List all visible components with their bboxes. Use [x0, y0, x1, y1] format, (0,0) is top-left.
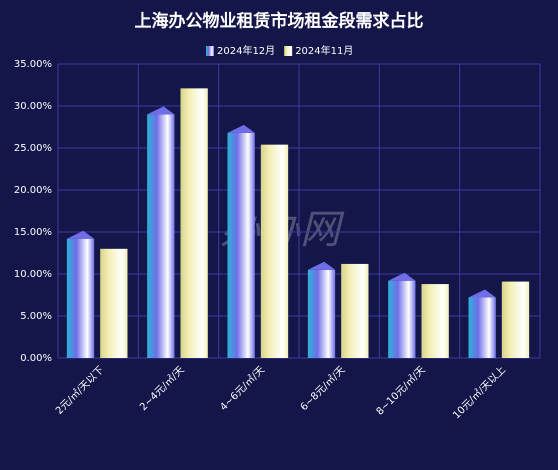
legend-swatch [206, 46, 214, 56]
bar-cap [388, 272, 416, 281]
bar-group [147, 106, 175, 359]
bar-group [468, 289, 496, 358]
bar-cap [66, 230, 95, 239]
y-tick-label: 5.00% [20, 311, 52, 322]
y-tick-label: 30.00% [14, 101, 52, 112]
bar-group [260, 144, 289, 358]
y-tick-label: 35.00% [14, 59, 52, 70]
bar-cap [307, 261, 336, 270]
bar [307, 269, 336, 358]
bar-group [66, 230, 95, 358]
y-tick-label: 0.00% [20, 353, 52, 364]
bar [501, 281, 530, 358]
legend-label: 2024年12月 [217, 44, 275, 57]
bar-cap [227, 124, 255, 133]
bar-group [180, 88, 208, 359]
bar [341, 263, 369, 358]
bar [468, 297, 496, 358]
y-tick-label: 10.00% [14, 269, 52, 280]
bar-group [307, 261, 336, 358]
bar [388, 280, 416, 358]
bar-group [421, 284, 449, 358]
bar-group [227, 124, 255, 358]
bar-group [100, 248, 128, 358]
y-tick-label: 20.00% [14, 185, 52, 196]
bar-group [341, 263, 369, 358]
bar-cap [468, 289, 496, 298]
bar [66, 238, 95, 358]
legend-label: 2024年11月 [295, 44, 353, 57]
bar [421, 284, 449, 358]
bar [100, 248, 128, 358]
bar-cap [147, 106, 175, 115]
bar-group [388, 272, 416, 358]
y-tick-label: 15.00% [14, 227, 52, 238]
y-tick-label: 25.00% [14, 143, 52, 154]
bar-group [501, 281, 530, 358]
chart-title: 上海办公物业租赁市场租金段需求占比 [135, 11, 424, 32]
legend-swatch [284, 46, 293, 56]
bar [260, 144, 289, 358]
bar [147, 114, 175, 359]
bar [180, 88, 208, 359]
bar [227, 132, 255, 358]
